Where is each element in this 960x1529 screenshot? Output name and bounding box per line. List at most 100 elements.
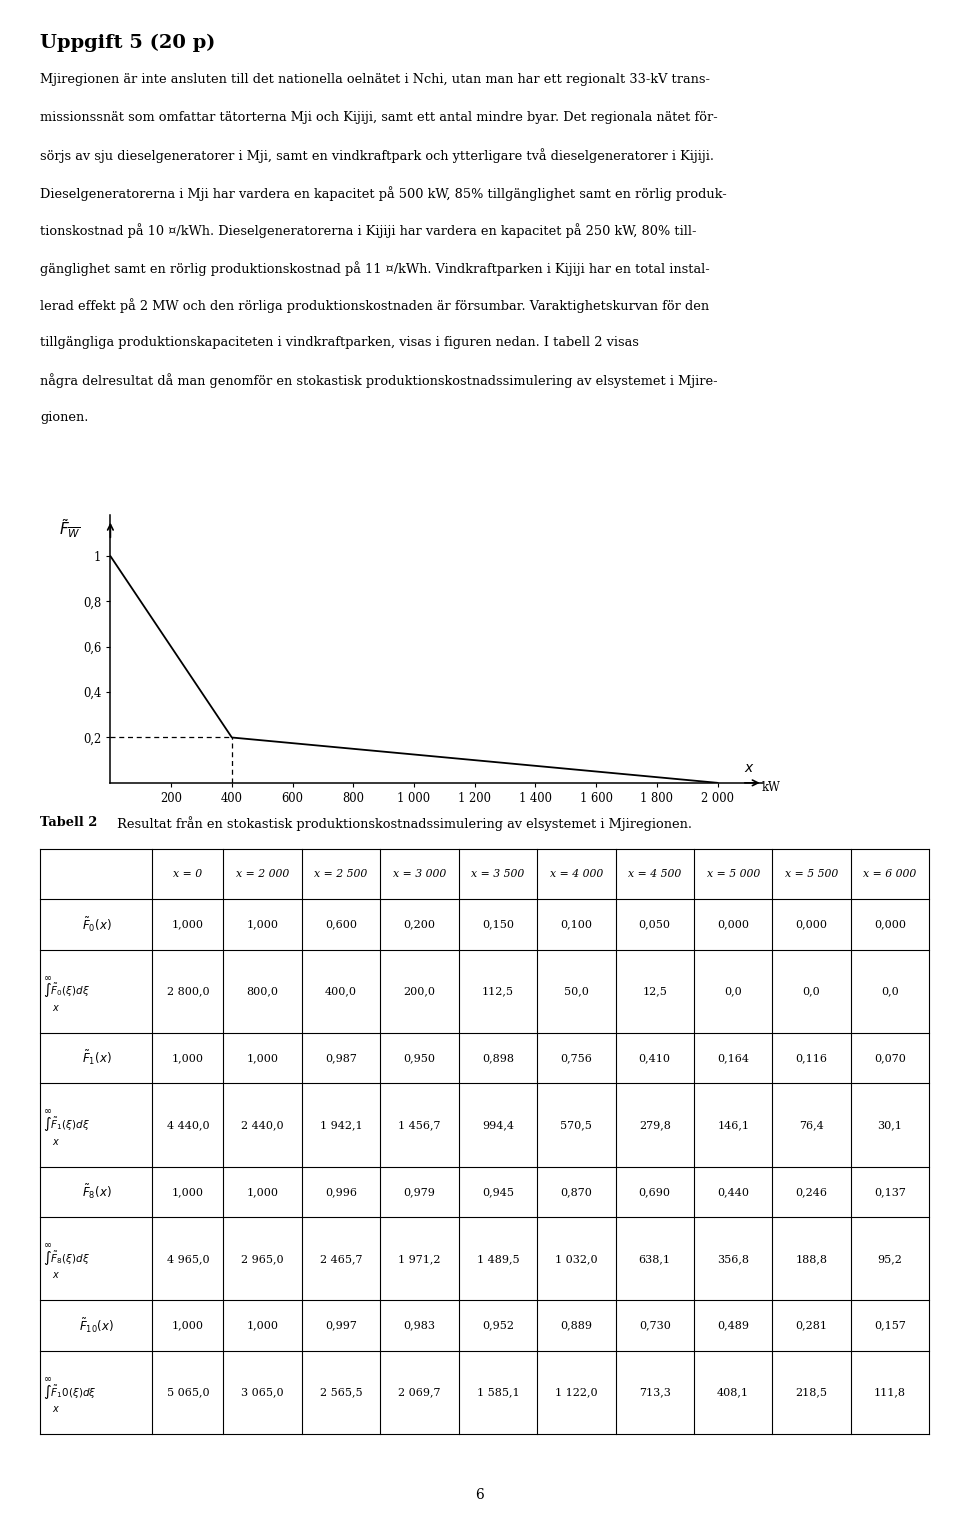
Text: 1,000: 1,000 bbox=[247, 1187, 278, 1197]
Text: 3 065,0: 3 065,0 bbox=[241, 1388, 284, 1398]
Text: x = 6 000: x = 6 000 bbox=[863, 868, 917, 879]
Text: 0,116: 0,116 bbox=[796, 1053, 828, 1063]
Text: 1,000: 1,000 bbox=[172, 1321, 204, 1330]
Text: $\tilde{F}_{10}(x)$: $\tilde{F}_{10}(x)$ bbox=[79, 1316, 114, 1335]
Text: 0,600: 0,600 bbox=[325, 919, 357, 930]
Text: $\int\tilde{F}_0(\xi)d\xi$: $\int\tilde{F}_0(\xi)d\xi$ bbox=[43, 982, 90, 1000]
Text: 112,5: 112,5 bbox=[482, 986, 514, 997]
Text: 0,0: 0,0 bbox=[881, 986, 899, 997]
Text: $x$: $x$ bbox=[52, 1136, 60, 1147]
Text: 218,5: 218,5 bbox=[796, 1388, 828, 1398]
Text: 0,050: 0,050 bbox=[638, 919, 671, 930]
Text: $x$: $x$ bbox=[52, 1003, 60, 1012]
Text: 0,730: 0,730 bbox=[638, 1321, 671, 1330]
Text: $\infty$: $\infty$ bbox=[43, 1238, 52, 1249]
Text: 1 122,0: 1 122,0 bbox=[555, 1388, 598, 1398]
Text: 1 971,2: 1 971,2 bbox=[398, 1254, 441, 1264]
Text: tillgängliga produktionskapaciteten i vindkraftparken, visas i figuren nedan. I : tillgängliga produktionskapaciteten i vi… bbox=[40, 336, 639, 349]
Text: 4 965,0: 4 965,0 bbox=[166, 1254, 209, 1264]
Text: 1,000: 1,000 bbox=[247, 1053, 278, 1063]
Text: 408,1: 408,1 bbox=[717, 1388, 749, 1398]
Text: 0,756: 0,756 bbox=[561, 1053, 592, 1063]
Text: 1,000: 1,000 bbox=[247, 919, 278, 930]
Text: några delresultat då man genomför en stokastisk produktionskostnadssimulering av: några delresultat då man genomför en sto… bbox=[40, 373, 718, 388]
Text: 6: 6 bbox=[475, 1488, 485, 1503]
Text: 4 440,0: 4 440,0 bbox=[166, 1121, 209, 1130]
Text: $\tilde{F}_{\overline{W}}$: $\tilde{F}_{\overline{W}}$ bbox=[59, 517, 81, 540]
Text: gänglighet samt en rörlig produktionskostnad på 11 ¤/kWh. Vindkraftparken i Kiji: gänglighet samt en rörlig produktionskos… bbox=[40, 260, 710, 275]
Text: 1 032,0: 1 032,0 bbox=[555, 1254, 598, 1264]
Text: kW: kW bbox=[761, 781, 780, 794]
Text: tionskostnad på 10 ¤/kWh. Dieselgeneratorerna i Kijiji har vardera en kapacitet : tionskostnad på 10 ¤/kWh. Dieselgenerato… bbox=[40, 223, 697, 239]
Text: 0,0: 0,0 bbox=[803, 986, 821, 997]
Text: 0,440: 0,440 bbox=[717, 1187, 749, 1197]
Text: $\int\tilde{F}_1(\xi)d\xi$: $\int\tilde{F}_1(\xi)d\xi$ bbox=[43, 1116, 90, 1135]
Text: Uppgift 5 (20 p): Uppgift 5 (20 p) bbox=[40, 34, 216, 52]
Text: 0,997: 0,997 bbox=[325, 1321, 357, 1330]
Text: 76,4: 76,4 bbox=[800, 1121, 824, 1130]
Text: $\tilde{F}_0(x)$: $\tilde{F}_0(x)$ bbox=[82, 916, 111, 934]
Text: 0,952: 0,952 bbox=[482, 1321, 514, 1330]
Text: 570,5: 570,5 bbox=[561, 1121, 592, 1130]
Text: 0,070: 0,070 bbox=[875, 1053, 906, 1063]
Text: 0,200: 0,200 bbox=[403, 919, 436, 930]
Text: $\tilde{F}_1(x)$: $\tilde{F}_1(x)$ bbox=[82, 1049, 111, 1067]
Text: 0,870: 0,870 bbox=[561, 1187, 592, 1197]
Text: 0,690: 0,690 bbox=[638, 1187, 671, 1197]
Text: 1 489,5: 1 489,5 bbox=[476, 1254, 519, 1264]
Text: 0,100: 0,100 bbox=[561, 919, 592, 930]
Text: Tabell 2: Tabell 2 bbox=[40, 816, 98, 830]
Text: 30,1: 30,1 bbox=[877, 1121, 902, 1130]
Text: 2 465,7: 2 465,7 bbox=[320, 1254, 362, 1264]
Text: missionssnät som omfattar tätorterna Mji och Kijiji, samt ett antal mindre byar.: missionssnät som omfattar tätorterna Mji… bbox=[40, 110, 718, 124]
Text: 111,8: 111,8 bbox=[874, 1388, 906, 1398]
Text: 2 440,0: 2 440,0 bbox=[241, 1121, 284, 1130]
Text: $\infty$: $\infty$ bbox=[43, 971, 52, 982]
Text: 0,889: 0,889 bbox=[561, 1321, 592, 1330]
Text: 2 069,7: 2 069,7 bbox=[398, 1388, 441, 1398]
Text: 400,0: 400,0 bbox=[325, 986, 357, 997]
Text: 0,996: 0,996 bbox=[325, 1187, 357, 1197]
Text: 1,000: 1,000 bbox=[172, 1053, 204, 1063]
Text: 2 565,5: 2 565,5 bbox=[320, 1388, 362, 1398]
Text: 188,8: 188,8 bbox=[796, 1254, 828, 1264]
Text: gionen.: gionen. bbox=[40, 411, 88, 424]
Text: 638,1: 638,1 bbox=[638, 1254, 671, 1264]
Text: x = 4 500: x = 4 500 bbox=[628, 868, 682, 879]
Text: $\infty$: $\infty$ bbox=[43, 1105, 52, 1115]
Text: 356,8: 356,8 bbox=[717, 1254, 749, 1264]
Text: 0,898: 0,898 bbox=[482, 1053, 514, 1063]
Text: $\int\tilde{F}_8(\xi)d\xi$: $\int\tilde{F}_8(\xi)d\xi$ bbox=[43, 1249, 90, 1268]
Text: 50,0: 50,0 bbox=[564, 986, 588, 997]
Text: 1,000: 1,000 bbox=[172, 919, 204, 930]
Text: 1 942,1: 1 942,1 bbox=[320, 1121, 362, 1130]
Text: x = 0: x = 0 bbox=[174, 868, 203, 879]
Text: $x$: $x$ bbox=[52, 1271, 60, 1280]
Text: lerad effekt på 2 MW och den rörliga produktionskostnaden är försumbar. Varaktig: lerad effekt på 2 MW och den rörliga pro… bbox=[40, 298, 709, 313]
Text: 0,246: 0,246 bbox=[796, 1187, 828, 1197]
Text: 0,000: 0,000 bbox=[796, 919, 828, 930]
Text: 0,987: 0,987 bbox=[325, 1053, 357, 1063]
Text: 0,000: 0,000 bbox=[717, 919, 749, 930]
Text: $x$: $x$ bbox=[744, 761, 755, 775]
Text: x = 5 000: x = 5 000 bbox=[707, 868, 759, 879]
Text: Dieselgeneratorerna i Mji har vardera en kapacitet på 500 kW, 85% tillgänglighet: Dieselgeneratorerna i Mji har vardera en… bbox=[40, 185, 727, 200]
Text: 1 585,1: 1 585,1 bbox=[476, 1388, 519, 1398]
Text: 994,4: 994,4 bbox=[482, 1121, 514, 1130]
Text: $x$: $x$ bbox=[52, 1404, 60, 1414]
Text: 146,1: 146,1 bbox=[717, 1121, 749, 1130]
Text: $\infty$: $\infty$ bbox=[43, 1373, 52, 1382]
Text: $\tilde{F}_8(x)$: $\tilde{F}_8(x)$ bbox=[82, 1183, 111, 1202]
Text: x = 3 500: x = 3 500 bbox=[471, 868, 524, 879]
Text: 0,137: 0,137 bbox=[875, 1187, 906, 1197]
Text: 1,000: 1,000 bbox=[172, 1187, 204, 1197]
Text: $\int\tilde{F}_10(\xi)d\xi$: $\int\tilde{F}_10(\xi)d\xi$ bbox=[43, 1384, 97, 1402]
Text: 0,157: 0,157 bbox=[875, 1321, 906, 1330]
Text: Mjiregionen är inte ansluten till det nationella oelnätet i Nchi, utan man har e: Mjiregionen är inte ansluten till det na… bbox=[40, 73, 710, 87]
Text: 0,150: 0,150 bbox=[482, 919, 514, 930]
Text: 0,489: 0,489 bbox=[717, 1321, 749, 1330]
Text: Resultat från en stokastisk produktionskostnadssimulering av elsystemet i Mjireg: Resultat från en stokastisk produktionsk… bbox=[113, 816, 692, 832]
Text: 0,000: 0,000 bbox=[874, 919, 906, 930]
Text: x = 2 500: x = 2 500 bbox=[314, 868, 368, 879]
Text: 0,950: 0,950 bbox=[403, 1053, 436, 1063]
